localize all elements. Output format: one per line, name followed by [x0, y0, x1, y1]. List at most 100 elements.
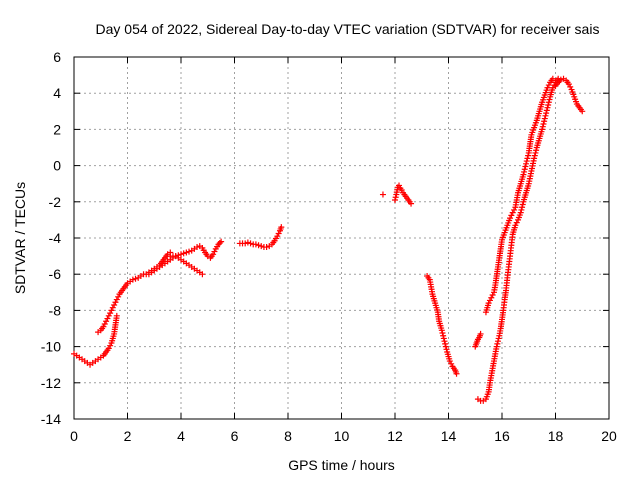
- data-point: [113, 296, 120, 303]
- data-point: [438, 327, 445, 334]
- data-point: [186, 248, 193, 255]
- data-point: [507, 215, 514, 222]
- data-point: [513, 219, 520, 226]
- x-tick-label: 10: [334, 428, 350, 444]
- data-point: [101, 320, 108, 327]
- y-axis-label: SDTVAR / TECUs: [12, 182, 28, 294]
- data-point: [453, 370, 460, 377]
- data-point: [525, 152, 532, 159]
- x-axis-label: GPS time / hours: [288, 457, 395, 473]
- data-point: [532, 149, 539, 156]
- x-tick-label: 18: [548, 428, 564, 444]
- data-point: [216, 239, 223, 246]
- data-point: [542, 112, 549, 119]
- data-point: [517, 209, 524, 216]
- data-point: [522, 163, 529, 170]
- data-point: [508, 212, 515, 219]
- data-point: [489, 292, 496, 299]
- series-seg7: [392, 182, 415, 207]
- data-point: [103, 318, 110, 325]
- y-tick-label: -4: [49, 230, 62, 246]
- data-point: [477, 330, 484, 337]
- data-points: [71, 75, 586, 404]
- data-point: [523, 158, 530, 165]
- data-point: [107, 342, 114, 349]
- data-point: [109, 304, 116, 311]
- x-tick-label: 12: [387, 428, 403, 444]
- y-tick-label: -6: [49, 266, 62, 282]
- data-point: [379, 191, 386, 198]
- data-point: [442, 343, 449, 350]
- data-point: [180, 250, 187, 257]
- data-point: [105, 345, 112, 352]
- data-point: [493, 343, 500, 350]
- data-point: [512, 222, 519, 229]
- x-tick-label: 4: [177, 428, 185, 444]
- y-tick-label: -14: [41, 411, 61, 427]
- series-seg1: [71, 312, 120, 368]
- data-point: [398, 187, 405, 194]
- data-point: [440, 332, 447, 339]
- data-point: [488, 294, 495, 301]
- data-point: [194, 244, 201, 251]
- data-point: [278, 224, 285, 231]
- data-point: [115, 293, 122, 300]
- data-point: [218, 238, 225, 245]
- data-point: [258, 243, 265, 250]
- y-tick-label: 6: [53, 49, 61, 65]
- data-point: [555, 79, 562, 86]
- data-point: [108, 307, 115, 314]
- series-seg6: [379, 191, 386, 198]
- x-tick-label: 6: [231, 428, 239, 444]
- data-point: [485, 300, 492, 307]
- data-point: [112, 299, 119, 306]
- data-point: [275, 230, 282, 237]
- y-tick-label: 2: [53, 121, 61, 137]
- data-point: [551, 82, 558, 89]
- data-point: [247, 240, 254, 247]
- data-point: [545, 99, 552, 106]
- data-point: [486, 297, 493, 304]
- data-point: [440, 335, 447, 342]
- y-tick-label: -2: [49, 194, 62, 210]
- data-point: [443, 346, 450, 353]
- data-point: [543, 110, 550, 117]
- data-point: [100, 323, 107, 330]
- data-point: [531, 155, 538, 162]
- data-point: [392, 196, 398, 203]
- data-point: [210, 251, 217, 258]
- data-point: [545, 82, 552, 89]
- data-point: [565, 81, 572, 88]
- x-tick-label: 16: [494, 428, 510, 444]
- data-point: [274, 233, 281, 240]
- series-seg5: [236, 224, 285, 251]
- data-point: [545, 101, 552, 108]
- data-point: [111, 301, 118, 308]
- y-tick-label: -10: [41, 339, 61, 355]
- x-tick-label: 8: [284, 428, 292, 444]
- data-point: [543, 107, 550, 114]
- data-point: [521, 166, 528, 173]
- y-tick-label: 0: [53, 158, 61, 174]
- data-point: [494, 338, 501, 345]
- data-point: [446, 358, 453, 365]
- data-point: [521, 168, 528, 175]
- data-point: [531, 152, 538, 159]
- data-point: [199, 271, 206, 278]
- data-point: [244, 239, 251, 246]
- series-seg4: [167, 253, 206, 278]
- data-point: [549, 75, 556, 82]
- data-point: [567, 83, 574, 90]
- data-point: [441, 338, 448, 345]
- data-point: [544, 84, 551, 91]
- data-point: [524, 155, 531, 162]
- data-point: [544, 104, 551, 111]
- data-point: [178, 251, 184, 258]
- series-seg2: [95, 249, 174, 336]
- series-seg10: [474, 75, 562, 404]
- x-tick-label: 0: [70, 428, 78, 444]
- data-point: [105, 312, 112, 319]
- data-point: [533, 147, 540, 154]
- data-point: [255, 242, 262, 249]
- data-point: [519, 201, 526, 208]
